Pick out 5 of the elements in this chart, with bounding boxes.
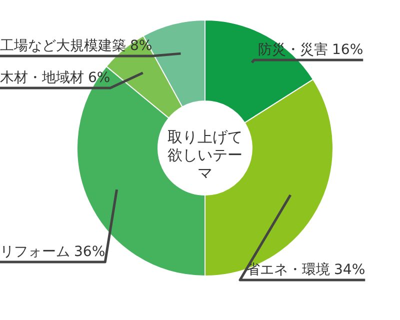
slice-label: 木材・地域材 [0,70,84,86]
slice-label: リフォーム [0,244,70,260]
slice-label: 工場など大規模建築 [0,38,126,54]
text: 取り上げて欲しいテーマ [166,128,244,182]
slice-label: 防災・災害 [258,42,328,58]
